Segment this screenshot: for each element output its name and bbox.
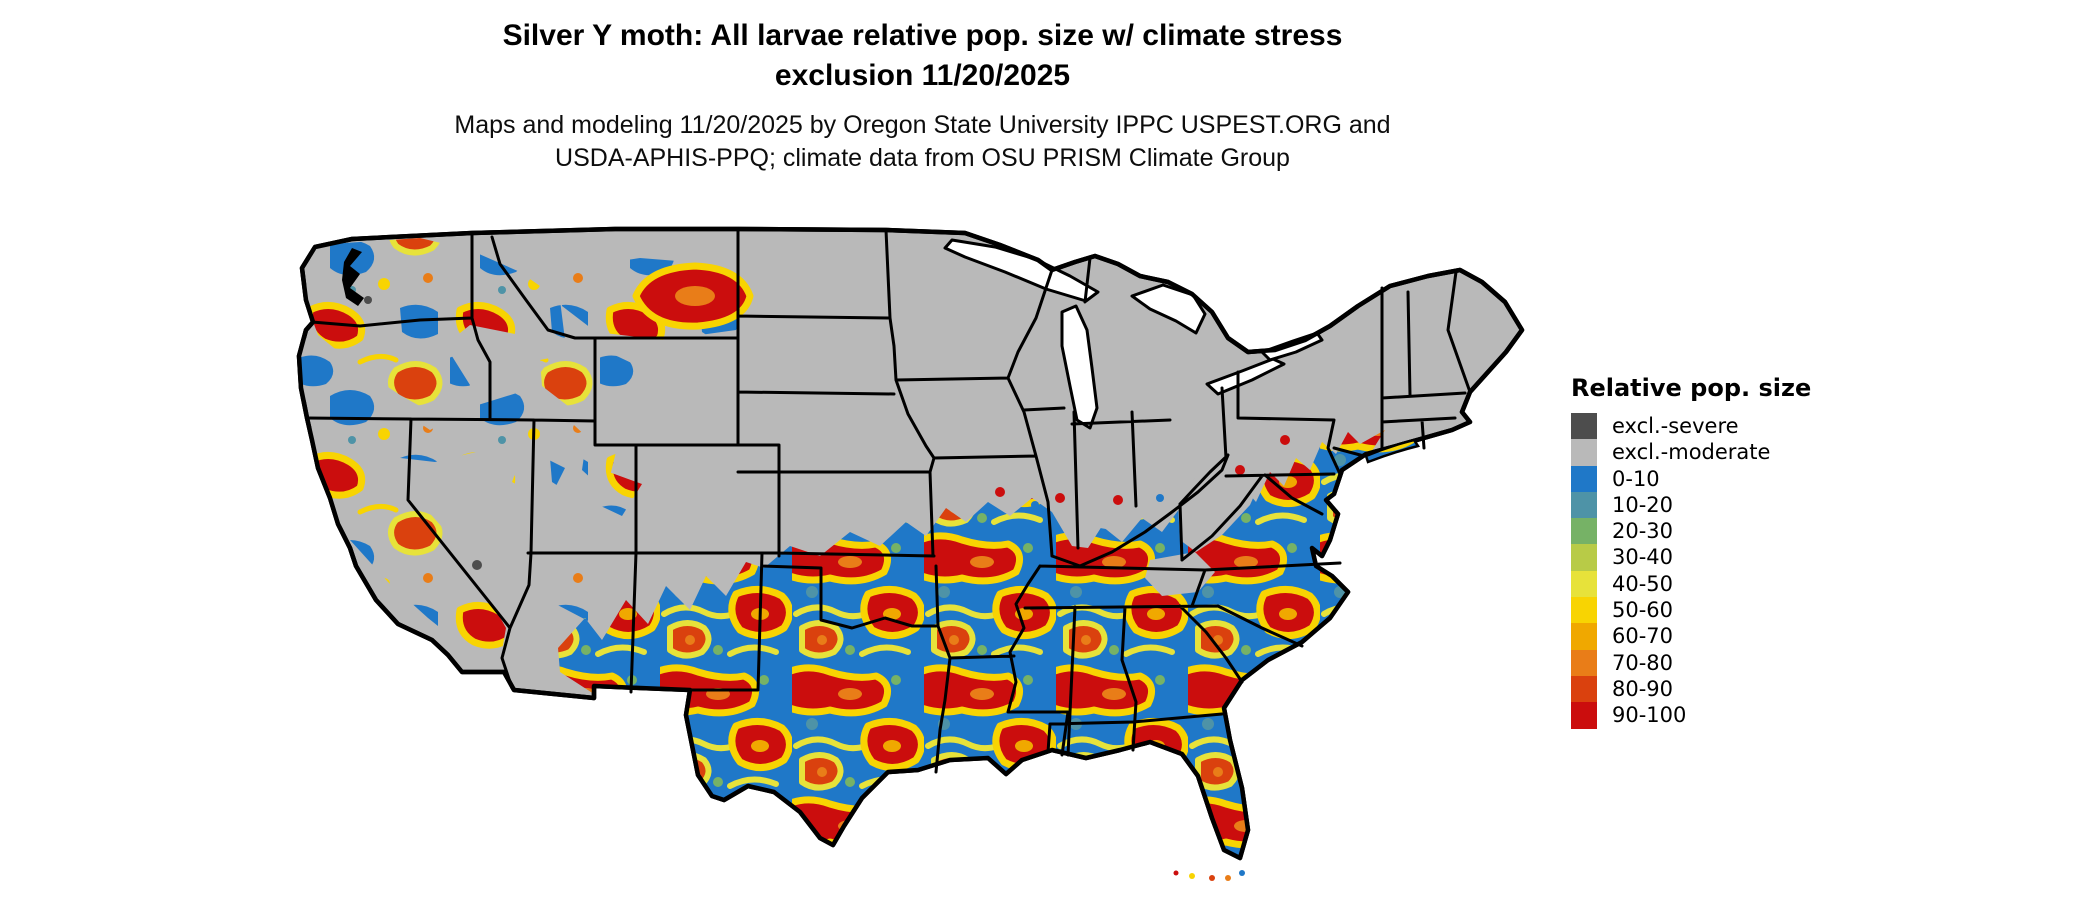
legend-swatch-80-90 [1571,675,1597,703]
legend-item-excl-severe: excl.-severe [1571,413,1811,440]
title-block: Silver Y moth: All larvae relative pop. … [340,16,1505,175]
legend-item-50-60: 50-60 [1571,597,1811,624]
speck [1235,465,1245,475]
map-subtitle: Maps and modeling 11/20/2025 by Oregon S… [340,109,1505,175]
map-title-line2: exclusion 11/20/2025 [774,59,1071,92]
speck [995,487,1005,497]
map-title-line1: Silver Y moth: All larvae relative pop. … [502,19,1343,52]
population-raster-layer [299,238,1385,858]
state-borders [305,227,1472,774]
arizona-patch [548,556,612,622]
legend-label: 80-90 [1612,676,1674,701]
legend-swatch-40-50 [1571,570,1597,598]
legend-label: 50-60 [1612,598,1674,623]
legend-swatch-70-80 [1571,649,1597,676]
legend-item-80-90: 80-90 [1571,675,1811,703]
legend-item-excl-moderate: excl.-moderate [1571,439,1811,466]
legend-label: 40-50 [1612,571,1674,596]
legend-label: 10-20 [1612,492,1674,517]
smokies-gray-hole [1145,552,1215,596]
speck [1113,495,1123,505]
california-sierra-zone [305,425,506,662]
speck [1280,435,1290,445]
legend-item-30-40: 30-40 [1571,544,1811,571]
legend-label: 0-10 [1612,466,1660,491]
legend-label: 20-30 [1612,519,1674,544]
legend-label: 70-80 [1612,650,1674,675]
legend-swatch-50-60 [1571,597,1597,624]
legend-label: 60-70 [1612,624,1674,649]
lake-huron [1130,283,1207,335]
legend-item-10-20: 10-20 [1571,491,1811,519]
speck [1156,494,1164,502]
map-subtitle-line2: USDA-APHIS-PPQ; climate data from OSU PR… [555,144,1290,172]
legend-item-60-70: 60-70 [1571,623,1811,650]
severe-exclusion-speck [472,560,482,570]
legend-label: excl.-moderate [1612,440,1771,465]
great-basin-patch-1 [512,448,565,502]
florida-keys [1173,870,1245,881]
legend-swatch-20-30 [1571,518,1597,545]
legend-item-70-80: 70-80 [1571,649,1811,676]
oregon-zone [299,335,590,462]
legend: Relative pop. size excl.-severe excl.-mo… [1571,374,1811,729]
legend-swatch-excl-moderate [1571,439,1597,466]
legend-item-20-30: 20-30 [1571,518,1811,545]
legend-swatch-10-20 [1571,491,1597,519]
columbia-basin-hotspot-core [675,286,715,306]
legend-label: excl.-severe [1612,414,1739,438]
west-washington-zone [305,238,565,420]
speck [1055,493,1065,503]
legend-swatch-excl-severe [1571,413,1597,440]
long-island [1364,438,1421,464]
legend-label: 90-100 [1612,703,1687,728]
south-active-zone [558,430,1385,858]
severe-exclusion-speck [364,296,372,304]
lake-erie [1205,357,1286,396]
legend-swatch-60-70 [1571,623,1597,650]
idaho-yellowstone-patch [540,348,642,406]
legend-item-90-100: 90-100 [1571,702,1811,729]
legend-swatch-0-10 [1571,465,1597,492]
speck [1031,501,1039,509]
legend-swatch-90-100 [1571,702,1597,729]
legend-swatch-30-40 [1571,544,1597,571]
lake-michigan [1060,304,1099,430]
legend-label: 30-40 [1612,545,1674,570]
legend-item-0-10: 0-10 [1571,465,1811,492]
legend-item-40-50: 40-50 [1571,570,1811,598]
puget-sound [342,248,364,306]
map-subtitle-line1: Maps and modeling 11/20/2025 by Oregon S… [454,111,1391,139]
legend-title: Relative pop. size [1571,374,1812,402]
